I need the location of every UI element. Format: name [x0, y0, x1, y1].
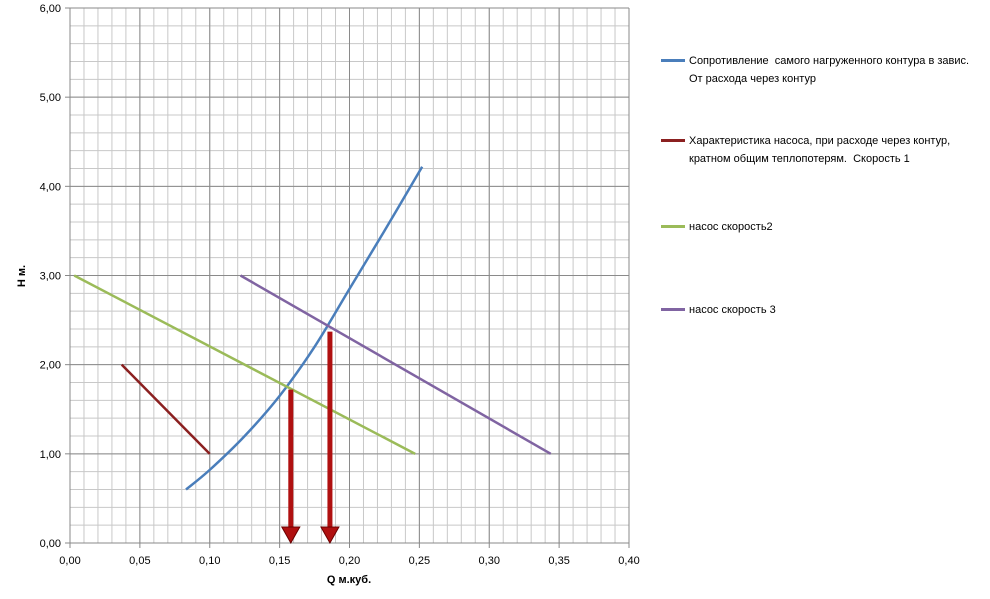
series-line: [73, 274, 416, 455]
arrow-head: [320, 526, 340, 545]
legend-entry: Характеристика насоса, при расходе через…: [661, 132, 981, 168]
legend-swatch: [661, 59, 685, 62]
y-tick-label: 0,00: [40, 538, 61, 550]
y-tick-label: 3,00: [40, 271, 61, 283]
arrow-head: [280, 526, 301, 545]
series-line: [120, 363, 211, 455]
legend-label: Сопротивление самого нагруженного контур…: [689, 55, 973, 85]
legend-entry: Сопротивление самого нагруженного контур…: [661, 52, 981, 88]
x-axis-title: Q м.куб.: [327, 574, 371, 586]
series-line: [185, 166, 424, 491]
series-line: [239, 274, 552, 455]
y-tick-label: 5,00: [40, 92, 61, 104]
legend-swatch: [661, 308, 685, 311]
y-tick-label: 6,00: [40, 3, 61, 15]
y-tick-label: 4,00: [40, 181, 61, 193]
y-axis-title: H м.: [16, 265, 28, 287]
legend-label: насос скорость2: [689, 221, 773, 233]
legend-entry: насос скорость 3: [661, 301, 981, 319]
x-tick-label: 0,35: [548, 555, 569, 567]
y-tick-label: 1,00: [40, 449, 61, 461]
x-tick-label: 0,15: [269, 555, 290, 567]
y-tick-label: 2,00: [40, 360, 61, 372]
x-tick-label: 0,25: [409, 555, 430, 567]
legend-entry: насос скорость2: [661, 218, 981, 236]
x-tick-label: 0,05: [129, 555, 150, 567]
x-tick-label: 0,10: [199, 555, 220, 567]
x-tick-label: 0,30: [479, 555, 500, 567]
x-tick-label: 0,00: [59, 555, 80, 567]
legend-swatch: [661, 139, 685, 142]
legend-label: насос скорость 3: [689, 304, 776, 316]
legend-label: Характеристика насоса, при расходе через…: [689, 135, 954, 165]
x-tick-label: 0,40: [618, 555, 639, 567]
x-tick-label: 0,20: [339, 555, 360, 567]
legend-swatch: [661, 225, 685, 228]
